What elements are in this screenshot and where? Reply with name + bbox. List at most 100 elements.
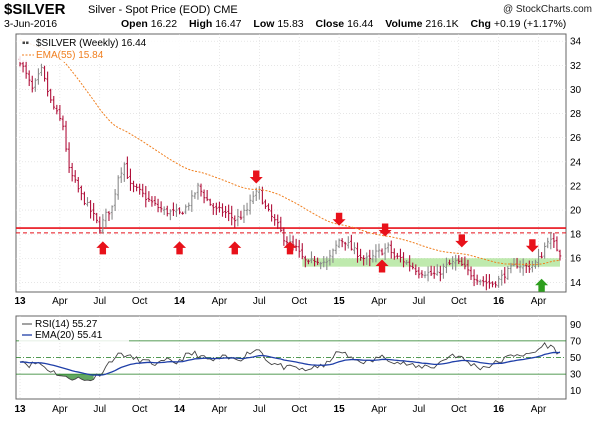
- ohlc-bar: [273, 214, 276, 226]
- price-y-tick-label: 20: [570, 206, 582, 217]
- ohlc-bar: [346, 236, 350, 249]
- ohlc-bar: [494, 281, 497, 288]
- resistance-arrow-down: [249, 170, 263, 184]
- ohlc-bar: [245, 202, 249, 216]
- ohlc-bar: [267, 203, 270, 212]
- ohlc-bar: [448, 259, 451, 266]
- volume-value: 216.1K: [425, 18, 459, 30]
- ohlc-bar: [310, 251, 313, 264]
- ohlc-bar: [21, 60, 25, 73]
- ohlc-bar: [92, 202, 95, 221]
- ohlc-bar: [83, 191, 86, 206]
- ohlc-bar: [52, 95, 56, 110]
- ohlc-bar: [439, 265, 442, 282]
- support-arrow-up: [96, 241, 110, 255]
- support-arrow-up: [173, 241, 187, 255]
- ohlc-bar: [393, 248, 396, 260]
- rsi-y-tick-label: 30: [570, 370, 582, 381]
- brand-watermark[interactable]: @ StockCharts.com: [502, 4, 592, 15]
- ohlc-bar: [328, 249, 332, 266]
- ohlc-bar: [282, 227, 286, 246]
- ohlc-bar: [89, 200, 92, 219]
- rsi-x-tick-label: Jul: [253, 404, 266, 415]
- ohlc-bar: [457, 255, 461, 265]
- ohlc-bar: [119, 167, 123, 183]
- ohlc-bar: [187, 202, 191, 211]
- ohlc-bar: [95, 212, 99, 224]
- support-arrow-up: [535, 278, 549, 292]
- rsi-x-tick-label: Apr: [212, 404, 228, 415]
- ohlc-bar: [497, 275, 500, 288]
- ohlc-bar: [472, 269, 476, 287]
- ohlc-bar: [500, 269, 504, 286]
- ohlc-bar: [488, 274, 491, 289]
- ohlc-bar: [377, 243, 381, 258]
- price-y-tick-label: 16: [570, 254, 582, 265]
- chg-value: +0.19 (+1.17%): [493, 18, 567, 30]
- exchange-text: CME: [213, 4, 238, 16]
- resistance-arrow-down: [332, 212, 346, 226]
- ohlc-bar: [116, 175, 120, 200]
- ohlc-bar: [518, 260, 522, 273]
- chg-label: Chg: [470, 18, 491, 30]
- ohlc-bar: [141, 183, 145, 198]
- ohlc-bar: [435, 264, 439, 276]
- open-label: Open: [121, 18, 148, 30]
- ohlc-bar: [389, 240, 393, 259]
- ohlc-bar: [227, 204, 230, 222]
- rsi-x-tick-label: Oct: [132, 404, 148, 415]
- ohlc-bar: [531, 260, 534, 273]
- rsi-legend-label: RSI(14) 55.27: [35, 319, 98, 330]
- price-y-tick-label: 18: [570, 230, 582, 241]
- ohlc-bar: [208, 198, 212, 206]
- ohlc-bar: [374, 244, 378, 263]
- ohlc-bar: [469, 266, 473, 280]
- ohlc-bar: [270, 204, 273, 222]
- ohlc-bar: [199, 183, 203, 197]
- price-x-tick-label: 14: [174, 296, 186, 307]
- price-x-tick-label: 13: [14, 296, 26, 307]
- high-label: High: [188, 18, 213, 30]
- ohlc-bar: [396, 252, 399, 260]
- price-legend-bg: [19, 37, 189, 62]
- ohlc-bar: [138, 183, 141, 195]
- ohlc-bar: [383, 243, 387, 260]
- resistance-arrow-down: [378, 223, 392, 237]
- ohlc-bar: [156, 198, 160, 213]
- ohlc-bar: [215, 202, 218, 216]
- price-x-tick-label: Apr: [371, 296, 387, 307]
- ohlc-bar: [104, 208, 108, 228]
- price-y-tick-label: 28: [570, 109, 582, 120]
- ohlc-bar: [30, 75, 34, 93]
- rsi-x-tick-label: 15: [334, 404, 346, 415]
- ohlc-bar: [325, 256, 329, 271]
- ohlc-bar: [334, 240, 338, 255]
- ohlc-bar: [408, 255, 411, 272]
- ohlc-bar: [442, 263, 445, 279]
- ohlc-bar: [555, 236, 559, 252]
- ohlc-bar: [362, 255, 365, 266]
- price-x-tick-label: Apr: [531, 296, 547, 307]
- symbol-title: $SILVER: [4, 1, 66, 18]
- ohlc-bar: [356, 242, 359, 263]
- ohlc-bar: [162, 206, 166, 216]
- ohlc-bar: [153, 196, 157, 206]
- ohlc-bar: [337, 238, 341, 249]
- rsi-x-tick-label: 13: [14, 404, 26, 415]
- ohlc-bar: [135, 183, 138, 192]
- chart-header: $SILVER Silver - Spot Price (EOD) CME @ …: [0, 0, 600, 34]
- ohlc-bar: [368, 249, 372, 267]
- rsi-y-tick-label: 70: [570, 336, 582, 347]
- ohlc-bar: [107, 211, 111, 222]
- ohlc-bar: [543, 242, 546, 259]
- ohlc-bar: [451, 256, 454, 270]
- volume-label: Volume: [385, 18, 423, 30]
- price-y-tick-label: 34: [570, 37, 582, 48]
- resistance-arrow-down: [525, 239, 539, 253]
- ohlc-bar: [445, 257, 448, 274]
- ohlc-bar: [319, 261, 322, 270]
- ohlc-bar: [123, 162, 126, 182]
- price-x-tick-label: Jul: [412, 296, 425, 307]
